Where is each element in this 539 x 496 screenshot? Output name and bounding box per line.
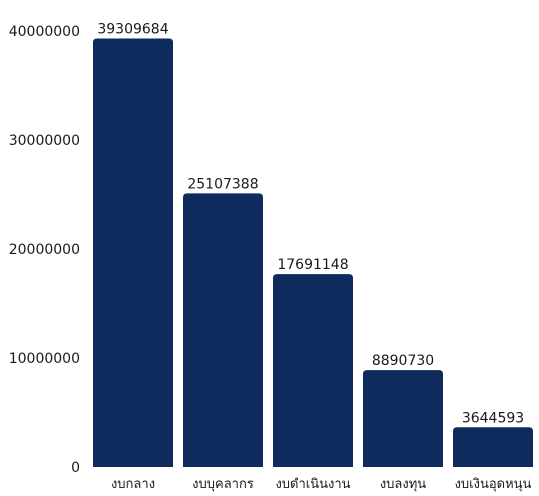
x-tick-label: งบบุคลากร bbox=[192, 477, 254, 492]
x-axis: งบกลาง งบบุคลากร งบดำเนินงาน งบลงทุน งบเงินอ… bbox=[111, 477, 532, 492]
bar bbox=[453, 427, 533, 467]
x-tick-label: งบลงทุน bbox=[380, 477, 426, 492]
data-label: 39309684 bbox=[97, 22, 168, 38]
data-label: 17691148 bbox=[277, 257, 348, 273]
bar bbox=[183, 193, 263, 467]
y-axis: 0 10000000 20000000 30000000 40000000 bbox=[9, 24, 80, 476]
bar bbox=[363, 370, 443, 467]
y-tick-label: 20000000 bbox=[9, 242, 80, 258]
data-label: 25107388 bbox=[187, 176, 258, 192]
bar bbox=[93, 38, 173, 467]
y-tick-label: 40000000 bbox=[9, 24, 80, 40]
y-tick-label: 10000000 bbox=[9, 351, 80, 367]
x-tick-label: งบดำเนินงาน bbox=[275, 477, 350, 492]
data-label: 3644593 bbox=[462, 410, 524, 426]
y-tick-label: 30000000 bbox=[9, 133, 80, 149]
data-labels: 39309684 25107388 17691148 8890730 3644593 bbox=[97, 22, 524, 427]
x-tick-label: งบเงินอุดหนุน bbox=[455, 477, 532, 492]
x-tick-label: งบกลาง bbox=[111, 477, 155, 492]
data-label: 8890730 bbox=[372, 353, 434, 369]
y-tick-label: 0 bbox=[71, 460, 80, 476]
bars bbox=[93, 38, 533, 467]
bar bbox=[273, 274, 353, 467]
